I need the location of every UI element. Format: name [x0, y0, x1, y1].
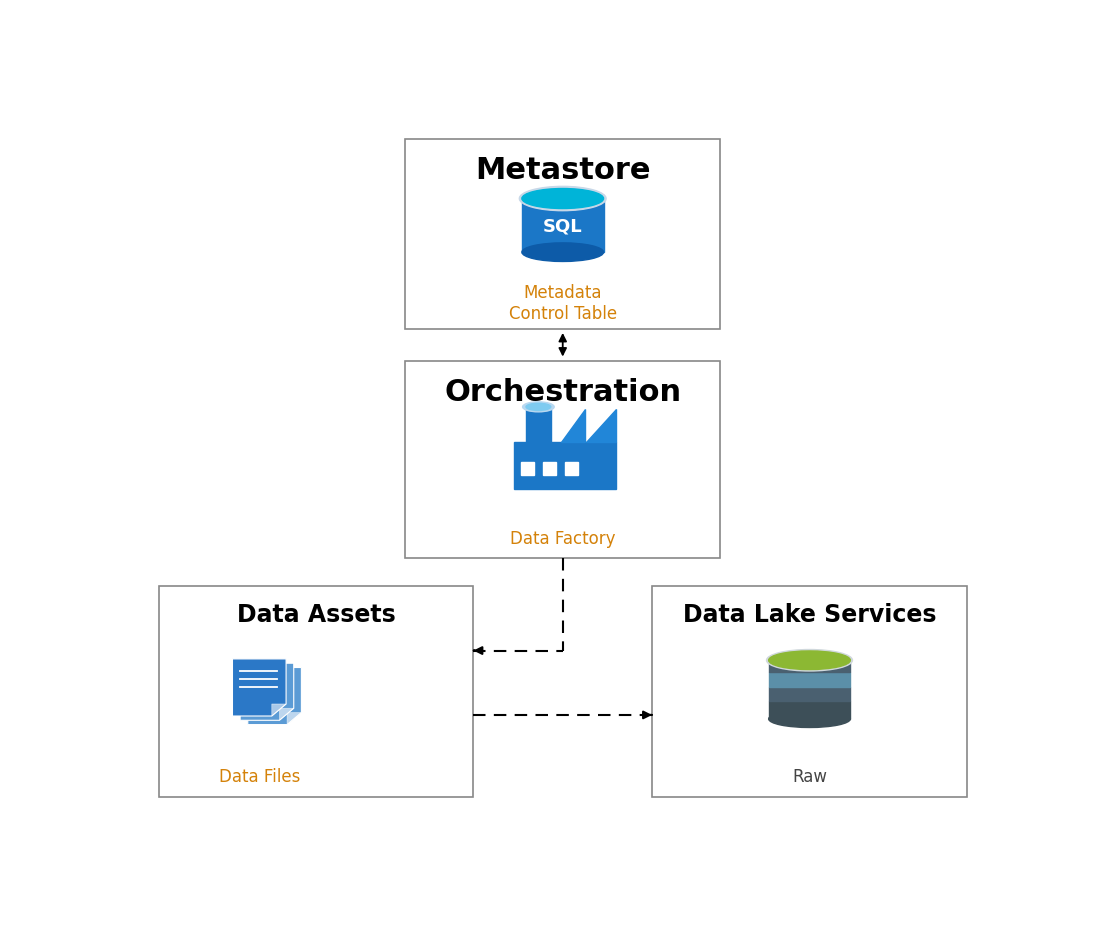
Ellipse shape [519, 187, 606, 212]
Ellipse shape [522, 244, 604, 263]
Text: Data Assets: Data Assets [236, 602, 395, 626]
Ellipse shape [766, 650, 852, 671]
Polygon shape [240, 664, 294, 720]
Text: Metastore: Metastore [475, 156, 650, 185]
Polygon shape [586, 409, 616, 443]
Polygon shape [565, 462, 578, 475]
Ellipse shape [523, 403, 554, 412]
Ellipse shape [526, 404, 551, 411]
Polygon shape [233, 659, 287, 716]
Polygon shape [769, 702, 850, 719]
Polygon shape [560, 409, 585, 443]
Polygon shape [514, 443, 616, 489]
Ellipse shape [769, 651, 850, 670]
Bar [405, 140, 720, 329]
Polygon shape [287, 713, 301, 725]
Text: Raw: Raw [792, 767, 827, 785]
Ellipse shape [522, 189, 604, 210]
Text: SQL: SQL [542, 217, 583, 235]
Text: Metadata
Control Table: Metadata Control Table [508, 283, 617, 322]
Bar [652, 586, 967, 797]
Ellipse shape [769, 711, 850, 728]
Polygon shape [522, 200, 604, 253]
Polygon shape [522, 462, 534, 475]
Polygon shape [526, 409, 551, 443]
Polygon shape [544, 462, 556, 475]
Text: Data Files: Data Files [219, 767, 300, 785]
Polygon shape [280, 708, 294, 720]
Polygon shape [769, 661, 850, 672]
Bar [158, 586, 473, 797]
Text: Orchestration: Orchestration [445, 377, 681, 406]
Polygon shape [272, 704, 287, 716]
Text: Data Factory: Data Factory [509, 529, 616, 548]
Text: Data Lake Services: Data Lake Services [683, 602, 937, 626]
Bar [405, 362, 720, 558]
Polygon shape [769, 672, 850, 687]
Polygon shape [769, 687, 850, 702]
Polygon shape [248, 668, 301, 725]
